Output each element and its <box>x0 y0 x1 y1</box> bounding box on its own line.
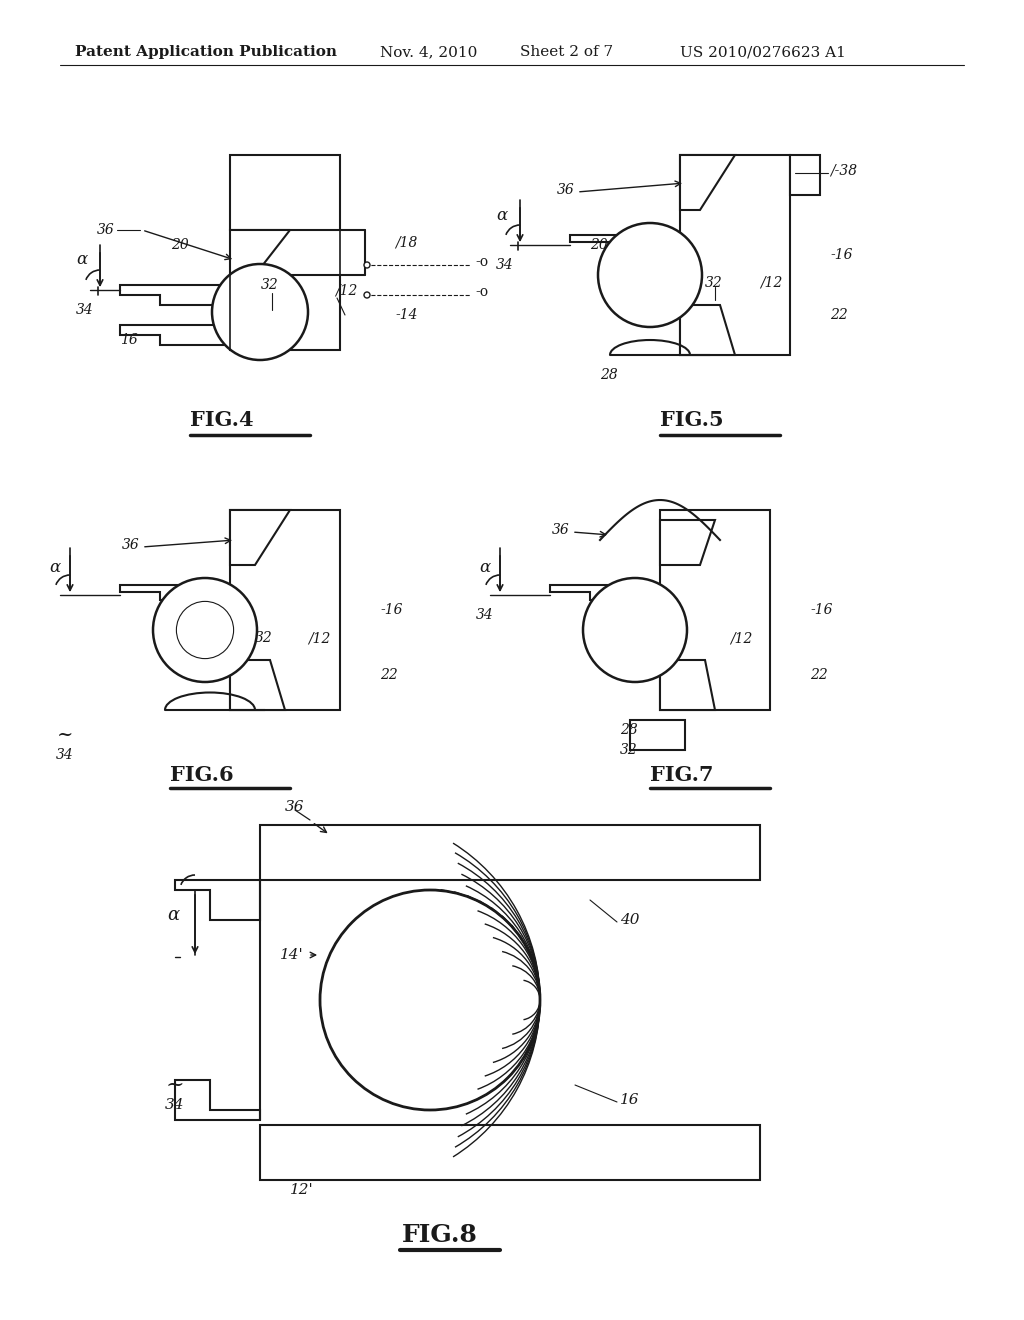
Text: 34: 34 <box>165 1098 184 1111</box>
Polygon shape <box>230 660 285 710</box>
Text: 22: 22 <box>830 308 848 322</box>
Polygon shape <box>175 880 260 920</box>
Polygon shape <box>120 585 230 601</box>
Text: 22: 22 <box>380 668 397 682</box>
Text: FIG.5: FIG.5 <box>660 411 724 430</box>
Text: FIG.4: FIG.4 <box>190 411 254 430</box>
Text: FIG.8: FIG.8 <box>402 1224 478 1247</box>
Text: 20: 20 <box>171 238 188 252</box>
Text: /12: /12 <box>760 276 782 290</box>
Polygon shape <box>120 285 230 305</box>
Text: FIG.6: FIG.6 <box>170 766 233 785</box>
Text: 32: 32 <box>705 276 723 290</box>
Text: 36: 36 <box>97 223 115 238</box>
Circle shape <box>364 292 370 298</box>
Text: /12: /12 <box>730 631 753 645</box>
Text: -16: -16 <box>380 603 402 616</box>
Polygon shape <box>260 825 760 880</box>
Text: 36: 36 <box>557 183 575 197</box>
Text: 32: 32 <box>255 631 272 645</box>
Polygon shape <box>680 305 735 355</box>
Text: 34: 34 <box>496 257 514 272</box>
Text: 36: 36 <box>552 523 570 537</box>
Text: α: α <box>479 560 490 577</box>
Polygon shape <box>790 154 820 195</box>
Polygon shape <box>550 585 660 601</box>
Circle shape <box>319 890 540 1110</box>
Text: Sheet 2 of 7: Sheet 2 of 7 <box>520 45 613 59</box>
Text: 32: 32 <box>261 279 279 292</box>
Polygon shape <box>630 719 685 750</box>
Polygon shape <box>230 230 290 275</box>
Circle shape <box>364 261 370 268</box>
Text: ~: ~ <box>166 1074 184 1096</box>
Text: 16: 16 <box>620 1093 640 1107</box>
Text: 32: 32 <box>620 743 638 756</box>
Text: 34: 34 <box>76 304 94 317</box>
Text: 40: 40 <box>620 913 640 927</box>
Polygon shape <box>230 275 340 350</box>
Text: α: α <box>497 206 508 223</box>
Polygon shape <box>680 154 790 355</box>
Text: Nov. 4, 2010: Nov. 4, 2010 <box>380 45 477 59</box>
Text: α: α <box>49 560 60 577</box>
Text: -14: -14 <box>395 308 418 322</box>
Text: ~: ~ <box>56 726 73 744</box>
Text: /-38: /-38 <box>830 162 857 177</box>
Polygon shape <box>175 1080 260 1119</box>
Polygon shape <box>660 510 770 710</box>
Polygon shape <box>660 660 715 710</box>
Text: -o: -o <box>475 285 488 300</box>
Text: /12: /12 <box>308 631 331 645</box>
Text: 12': 12' <box>290 1183 313 1197</box>
Polygon shape <box>230 510 340 710</box>
Polygon shape <box>660 520 715 565</box>
Text: α: α <box>77 252 88 268</box>
Circle shape <box>212 264 308 360</box>
Text: 36: 36 <box>285 800 304 814</box>
Text: 22: 22 <box>810 668 827 682</box>
Text: 34: 34 <box>56 748 74 762</box>
Polygon shape <box>680 154 735 210</box>
Text: 36: 36 <box>122 539 140 552</box>
Text: α: α <box>167 906 179 924</box>
Circle shape <box>583 578 687 682</box>
Text: -o: -o <box>475 255 488 269</box>
Text: 20: 20 <box>590 238 608 252</box>
Text: FIG.7: FIG.7 <box>650 766 714 785</box>
Polygon shape <box>230 510 290 565</box>
Text: 28: 28 <box>600 368 617 381</box>
Text: 14': 14' <box>280 948 304 962</box>
Circle shape <box>153 578 257 682</box>
Text: US 2010/0276623 A1: US 2010/0276623 A1 <box>680 45 846 59</box>
Polygon shape <box>260 1125 760 1180</box>
Text: Patent Application Publication: Patent Application Publication <box>75 45 337 59</box>
Text: -16: -16 <box>810 603 833 616</box>
Text: /12: /12 <box>335 282 357 297</box>
Text: /18: /18 <box>395 236 418 249</box>
Circle shape <box>598 223 702 327</box>
Text: -16: -16 <box>830 248 853 261</box>
Text: 16: 16 <box>120 333 138 347</box>
Polygon shape <box>120 325 230 345</box>
Polygon shape <box>570 235 680 249</box>
Text: 34: 34 <box>476 609 494 622</box>
Polygon shape <box>230 154 340 230</box>
Text: 28: 28 <box>620 723 638 737</box>
